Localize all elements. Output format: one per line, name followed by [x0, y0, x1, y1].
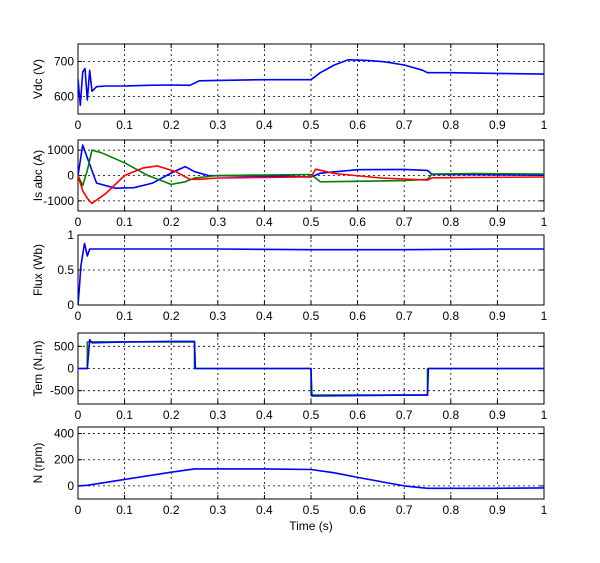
x-tick-label: 0.6	[349, 118, 366, 132]
x-tick-label: 0.5	[303, 309, 320, 323]
x-tick-label: 0.5	[303, 118, 320, 132]
x-tick-label: 1	[541, 503, 548, 517]
x-tick-label: 0.2	[163, 309, 180, 323]
x-tick-label: 0.2	[163, 215, 180, 229]
chart-panel-2: 0 0.1 0.2 0.3 0.4 0.5 0.6 0.7 0.8 0.9 110000-1000I…	[31, 139, 548, 229]
series-line-flux	[78, 242, 544, 305]
x-tick-label: 0.7	[396, 215, 413, 229]
x-tick-label: 0.5	[303, 215, 320, 229]
x-tick-label: 0.7	[396, 118, 413, 132]
x-tick-label: 0.1	[116, 503, 133, 517]
x-tick-label: 0.8	[442, 408, 459, 422]
x-tick-label: 0	[75, 215, 82, 229]
y-tick-label: 700	[54, 55, 74, 69]
x-tick-label: 0.2	[163, 408, 180, 422]
x-tick-label: 0.2	[163, 118, 180, 132]
x-tick-label: 0.9	[489, 503, 506, 517]
series-line-is-c	[78, 165, 544, 205]
y-tick-label: 1000	[47, 143, 74, 157]
x-tick-label: 0.1	[116, 408, 133, 422]
x-tick-label: 0	[75, 503, 82, 517]
x-tick-label: 0	[75, 118, 82, 132]
x-tick-label: 1	[541, 215, 548, 229]
x-tick-label: 0.1	[116, 215, 133, 229]
y-tick-label: -1000	[43, 194, 74, 208]
x-tick-label: 0.3	[209, 118, 226, 132]
x-tick-label: 0.4	[256, 503, 273, 517]
y-tick-label: 0	[67, 479, 74, 493]
x-tick-label: 0.5	[303, 408, 320, 422]
x-tick-label: 0.7	[396, 503, 413, 517]
x-tick-label: 0.1	[116, 118, 133, 132]
y-axis-label: N (rpm)	[31, 443, 45, 484]
series-line-tem	[78, 338, 544, 397]
x-tick-label: 0.7	[396, 309, 413, 323]
chart-panel-1: 0 0.1 0.2 0.3 0.4 0.5 0.6 0.7 0.8 0.9 1 700 600 Vdc (…	[31, 43, 548, 132]
x-tick-label: 1	[541, 118, 548, 132]
x-tick-label: 0.3	[209, 215, 226, 229]
chart-panel-4: 0 0.1 0.2 0.3 0.4 0.5 0.6 0.7 0.8 0.9 15000-500Tem…	[31, 332, 548, 422]
y-tick-label: 500	[54, 339, 74, 353]
x-tick-label: 0.7	[396, 408, 413, 422]
x-tick-label: 0.2	[163, 503, 180, 517]
x-tick-label: 0.8	[442, 503, 459, 517]
y-axis-label: Is abc (A)	[31, 150, 45, 201]
x-tick-label: 0.9	[489, 118, 506, 132]
x-tick-label: 0.8	[442, 309, 459, 323]
y-tick-label: 0	[67, 169, 74, 183]
x-tick-label: 0.4	[256, 408, 273, 422]
y-tick-label: 0.5	[57, 263, 74, 277]
y-axis-label: Vdc (V)	[31, 59, 45, 99]
y-tick-label: 400	[54, 427, 74, 441]
y-tick-label: 0	[67, 298, 74, 312]
series-line-is-a	[78, 144, 544, 189]
x-tick-label: 0	[75, 408, 82, 422]
x-tick-label: 0.4	[256, 215, 273, 229]
x-tick-label: 0.6	[349, 215, 366, 229]
x-tick-label: 0.6	[349, 408, 366, 422]
y-axis-label: Flux (Wb)	[31, 244, 45, 296]
series-line-vdc	[78, 58, 544, 107]
x-tick-label: 0.9	[489, 408, 506, 422]
y-axis-label: Tem (N.m)	[31, 341, 45, 397]
x-tick-label: 0.3	[209, 503, 226, 517]
x-tick-label: 1	[541, 408, 548, 422]
x-tick-label: 0.3	[209, 408, 226, 422]
x-tick-label: 0.8	[442, 118, 459, 132]
x-tick-label: 0.6	[349, 309, 366, 323]
series-line-n	[78, 468, 544, 490]
x-tick-label: 0.8	[442, 215, 459, 229]
chart-panel-3: 0 0.1 0.2 0.3 0.4 0.5 0.6 0.7 0.8 0.9 1 1 0.5 0 Flux (…	[31, 228, 548, 323]
x-tick-label: 0.9	[489, 309, 506, 323]
x-axis-label: Time (s)	[289, 519, 333, 533]
x-tick-label: 0.9	[489, 215, 506, 229]
x-tick-label: 0.3	[209, 309, 226, 323]
x-tick-label: 0.4	[256, 118, 273, 132]
y-tick-label: 0	[67, 362, 74, 376]
x-tick-label: 0	[75, 309, 82, 323]
x-tick-label: 0.5	[303, 503, 320, 517]
x-tick-label: 1	[541, 309, 548, 323]
x-tick-label: 0.6	[349, 503, 366, 517]
chart-panel-5: 0 0.1 0.2 0.3 0.4 0.5 0.6 0.7 0.8 0.9 1 400 200 0 N (r…	[31, 426, 548, 533]
y-tick-label: 200	[54, 453, 74, 467]
x-tick-label: 0.1	[116, 309, 133, 323]
y-tick-label: 1	[67, 228, 74, 242]
y-tick-label: 600	[54, 90, 74, 104]
x-tick-label: 0.4	[256, 309, 273, 323]
y-tick-label: -500	[50, 384, 74, 398]
